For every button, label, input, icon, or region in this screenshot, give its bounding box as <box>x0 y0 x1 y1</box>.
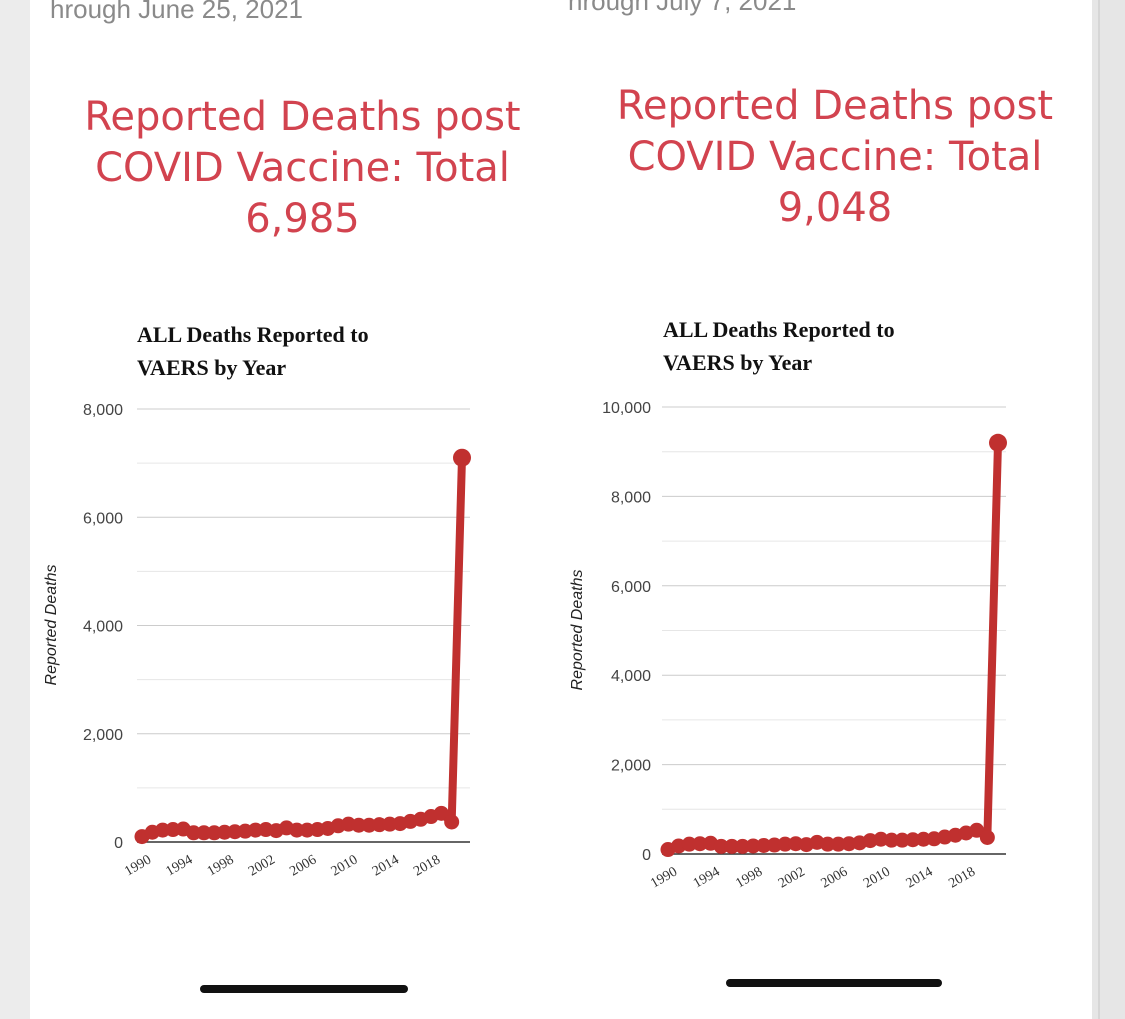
x-tick-label: 2018 <box>411 852 443 879</box>
y-tick-label: 2,000 <box>611 758 651 775</box>
chart-title-line-1: ALL Deaths Reported to <box>137 322 369 347</box>
x-tick-label: 2014 <box>370 852 402 879</box>
data-point <box>894 832 910 848</box>
headline-line-2: COVID Vaccine: Total <box>627 134 1043 180</box>
headline: Reported Deaths post COVID Vaccine: Tota… <box>560 81 1110 234</box>
y-axis-label: Reported Deaths <box>43 565 60 686</box>
headline: Reported Deaths post COVID Vaccine: Tota… <box>30 92 575 245</box>
data-point <box>186 825 202 841</box>
x-tick-label: 2010 <box>329 852 361 879</box>
headline-line-1: Reported Deaths post <box>616 83 1054 129</box>
data-point <box>915 831 931 847</box>
x-tick-label: 1998 <box>205 852 237 879</box>
data-point <box>289 822 305 838</box>
y-axis-label: Reported Deaths <box>569 570 586 691</box>
x-tick-label: 2002 <box>246 852 278 879</box>
x-tick-label: 2010 <box>861 864 893 891</box>
data-point <box>745 838 761 854</box>
x-tick-label: 1994 <box>164 852 196 879</box>
y-tick-label: 0 <box>642 847 651 864</box>
x-tick-label: 2014 <box>904 864 936 891</box>
headline-line-2: COVID Vaccine: Total <box>95 145 510 191</box>
headline-line-1: Reported Deaths post <box>84 94 521 140</box>
series-line <box>138 453 466 841</box>
scroll-edge <box>1092 0 1125 1019</box>
y-tick-label: 8,000 <box>611 489 651 506</box>
data-point <box>444 814 460 830</box>
chart-title-line-2: VAERS by Year <box>137 355 287 380</box>
line-chart-right: 0 2,000 4,000 6,000 8,000 10,000 Reported Deat… <box>569 400 1007 891</box>
x-tick-label: 1990 <box>648 864 680 891</box>
data-point <box>351 817 367 833</box>
chart-title: ALL Deaths Reported to VAERS by Year <box>663 313 895 379</box>
headline-total: 6,985 <box>245 196 360 242</box>
data-point <box>830 836 846 852</box>
data-point <box>735 838 751 854</box>
y-tick-label: 4,000 <box>611 668 651 685</box>
y-tick-label: 4,000 <box>83 619 123 636</box>
screenshot-panel-left: hrough June 25, 2021 Reported Deaths pos… <box>30 0 560 1019</box>
line-chart-left: 0 2,000 4,000 6,000 8,000 Reported Deaths 1990… <box>43 402 471 879</box>
y-tick-label: 0 <box>114 835 123 852</box>
data-point <box>820 836 836 852</box>
data-point <box>713 838 729 854</box>
data-point <box>196 825 212 841</box>
data-point <box>756 838 772 854</box>
page-background <box>30 0 1092 1019</box>
y-tick-label: 6,000 <box>83 510 123 527</box>
data-point <box>681 836 697 852</box>
data-point <box>433 805 449 821</box>
home-indicator[interactable] <box>200 985 408 993</box>
x-tick-label: 1994 <box>691 864 723 891</box>
y-tick-label: 8,000 <box>83 402 123 419</box>
headline-total: 9,048 <box>777 185 893 231</box>
date-subtitle: hrough June 25, 2021 <box>50 0 303 24</box>
y-tick-label: 6,000 <box>611 579 651 596</box>
data-point <box>989 433 1007 452</box>
data-point <box>905 832 921 848</box>
data-point <box>724 838 740 854</box>
x-tick-label: 1998 <box>733 864 765 891</box>
y-tick-label: 10,000 <box>602 400 651 417</box>
x-tick-label: 2006 <box>287 852 319 879</box>
chart-title-line-1: ALL Deaths Reported to <box>663 317 895 342</box>
y-tick-label: 2,000 <box>83 727 123 744</box>
series-line <box>664 438 1002 854</box>
x-tick-label: 1990 <box>122 852 154 879</box>
screenshot-panel-right: hrough July 7, 2021 Reported Deaths post… <box>560 0 1092 1019</box>
data-point <box>979 829 995 845</box>
data-point <box>453 448 471 467</box>
chart-title: ALL Deaths Reported to VAERS by Year <box>137 318 369 384</box>
data-point <box>969 822 985 838</box>
x-tick-label: 2006 <box>819 864 851 891</box>
chart-title-line-2: VAERS by Year <box>663 350 813 375</box>
data-point <box>692 836 708 852</box>
date-subtitle: hrough July 7, 2021 <box>568 0 797 16</box>
x-tick-label: 2018 <box>946 864 978 891</box>
data-point <box>884 832 900 848</box>
data-point <box>777 836 793 852</box>
home-indicator[interactable] <box>726 979 942 987</box>
x-tick-label: 2002 <box>776 864 808 891</box>
